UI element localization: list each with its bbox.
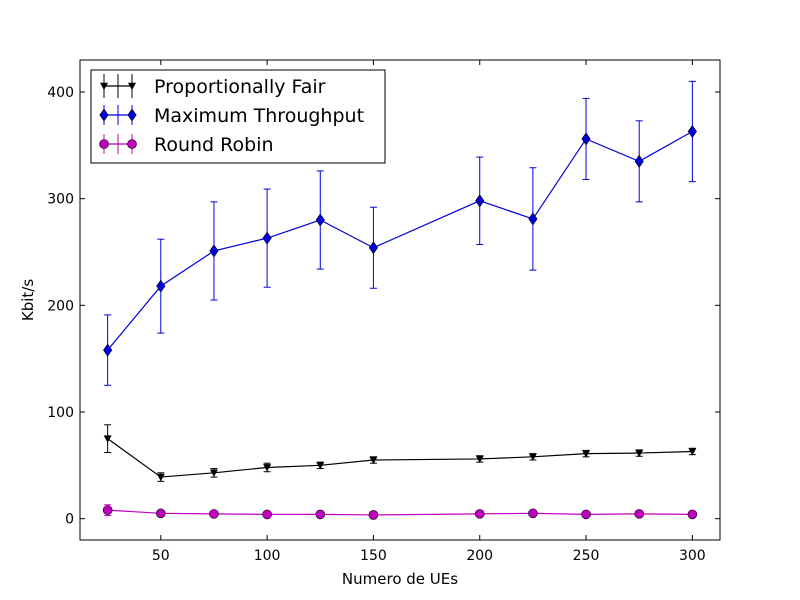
data-point [315, 213, 325, 227]
legend-marker [99, 82, 109, 91]
legend-label: Proportionally Fair [154, 76, 326, 98]
data-point [528, 212, 538, 226]
series-layer [102, 80, 698, 520]
data-point [368, 510, 379, 520]
x-tick-label: 200 [466, 548, 493, 564]
data-point [102, 505, 113, 515]
legend-marker [99, 139, 109, 149]
y-tick-label: 400 [47, 85, 74, 101]
data-point [315, 509, 326, 520]
data-point [103, 343, 113, 357]
data-point [156, 279, 166, 293]
data-point [635, 449, 644, 458]
x-axis-ticks: 50 100 150 200 250 300 [152, 60, 706, 564]
legend-entry-round-robin: Round Robin [99, 134, 274, 156]
y-axis-label: Kbit/s [19, 279, 37, 321]
data-point [369, 456, 378, 465]
data-point [528, 453, 537, 461]
data-point [581, 509, 591, 520]
data-point [581, 132, 591, 146]
y-axis-ticks: 0 100 200 300 400 [47, 85, 720, 528]
data-point [156, 473, 165, 482]
y-tick-label: 100 [47, 405, 74, 421]
y-tick-label: 300 [47, 192, 74, 208]
x-tick-label: 150 [360, 548, 387, 564]
data-point [582, 450, 591, 458]
x-tick-label: 50 [152, 548, 170, 564]
y-tick-label: 0 [65, 512, 74, 528]
legend-box [90, 69, 386, 164]
legend-label: Round Robin [154, 134, 274, 156]
data-point [475, 194, 485, 208]
data-point [263, 464, 272, 472]
data-point [209, 509, 219, 519]
data-point [634, 154, 644, 168]
data-point [209, 469, 218, 477]
data-point [103, 435, 112, 443]
legend-marker [127, 82, 137, 91]
x-tick-label: 250 [573, 548, 600, 564]
data-point [634, 509, 645, 519]
data-point [262, 509, 272, 520]
data-point [262, 231, 272, 245]
data-point [155, 508, 166, 519]
series-proportionally-fair [103, 424, 697, 482]
plot-frame [79, 59, 721, 541]
x-tick-label: 300 [679, 548, 706, 564]
legend-entry-proportionally-fair: Proportionally Fair [99, 74, 326, 98]
data-point [688, 448, 697, 456]
series-round-robin [102, 504, 698, 520]
legend-entry-maximum-throughput: Maximum Throughput [99, 105, 364, 127]
data-point [687, 124, 697, 138]
data-point [687, 509, 698, 520]
data-point [528, 508, 538, 519]
data-point [475, 455, 484, 464]
legend: Proportionally Fair Maximum Throughput Rou… [90, 69, 386, 164]
legend-marker [99, 108, 109, 122]
series-maximum-throughput [103, 80, 697, 386]
x-axis-label: Numero de UEs [342, 570, 458, 588]
y-tick-label: 200 [47, 298, 74, 314]
legend-label: Maximum Throughput [154, 105, 364, 127]
data-point [316, 462, 325, 470]
legend-marker [127, 108, 137, 122]
data-point [368, 241, 378, 255]
data-point [474, 509, 485, 519]
legend-marker [127, 139, 137, 149]
x-tick-label: 100 [254, 548, 281, 564]
data-point [209, 244, 219, 258]
